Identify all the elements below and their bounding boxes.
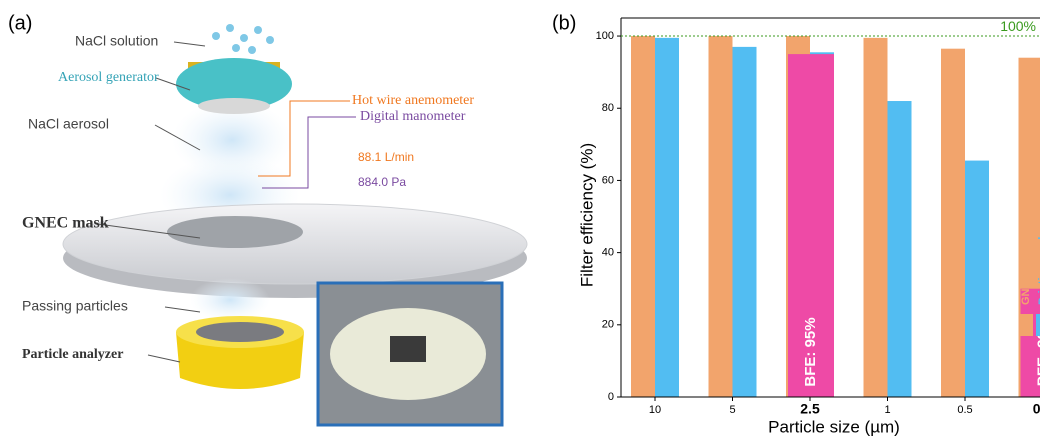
label: Aerosol generator <box>58 70 159 85</box>
panel-label: (b) <box>552 12 576 34</box>
bar <box>941 49 965 397</box>
bar <box>709 36 733 397</box>
x-tick-label: 0.5 <box>957 404 972 416</box>
legend-swatch <box>1036 314 1040 336</box>
label: GNEC mask <box>22 215 109 232</box>
bar <box>733 47 757 397</box>
bar <box>965 161 989 397</box>
chart: BFE: 95%PFE: 30%0204060801001052.510.50.… <box>596 18 1040 417</box>
x-tick-label: 2.5 <box>800 401 820 417</box>
highlight-label: BFE: 95% <box>802 317 819 386</box>
figure: (a) NaCl solution Aerosol generator NaCl… <box>0 0 1040 439</box>
label: Passing particles <box>22 298 128 314</box>
bar <box>864 38 888 397</box>
y-tick-label: 80 <box>602 102 614 114</box>
x-tick-label: 10 <box>649 404 661 416</box>
y-tick-label: 0 <box>608 391 614 403</box>
label: Digital manometer <box>360 109 466 124</box>
x-axis-label: Particle size (µm) <box>768 417 900 436</box>
y-tick-label: 40 <box>602 247 614 259</box>
reference-label: 100% <box>1000 18 1036 34</box>
y-axis-label: Filter efficiency (%) <box>577 143 596 287</box>
y-tick-label: 100 <box>596 30 614 42</box>
bar <box>888 101 912 397</box>
label: NaCl solution <box>75 33 158 49</box>
legend-label: GNEC mask <box>1020 241 1032 305</box>
bar <box>655 38 679 397</box>
readout: 88.1 L/min <box>358 150 414 164</box>
readout: 884.0 Pa <box>358 175 406 189</box>
x-tick-label: 0.3 <box>1033 401 1040 417</box>
bar <box>631 36 655 397</box>
y-tick-label: 60 <box>602 174 614 186</box>
label: NaCl aerosol <box>28 116 109 132</box>
y-tick-label: 20 <box>602 319 614 331</box>
x-tick-label: 5 <box>729 404 735 416</box>
x-tick-label: 1 <box>884 404 890 416</box>
label: Particle analyzer <box>22 347 123 362</box>
label: Hot wire anemometer <box>352 93 474 108</box>
panel-label: (a) <box>8 12 32 34</box>
legend-swatch <box>1019 314 1033 336</box>
